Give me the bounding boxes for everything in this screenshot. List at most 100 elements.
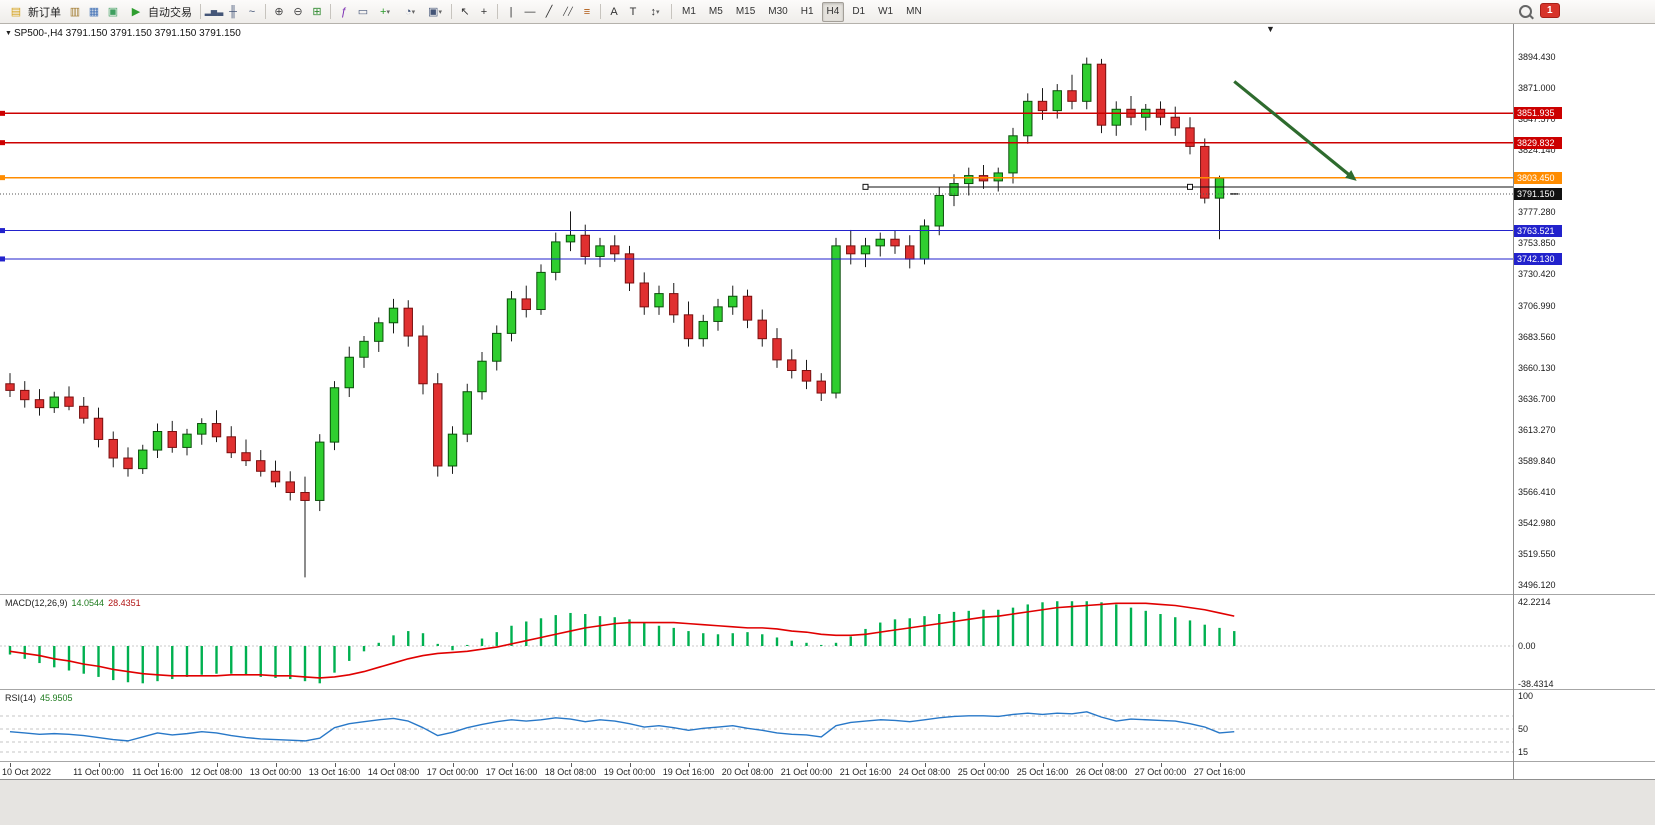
date-axis-label: 14 Oct 08:00 (367, 767, 420, 777)
channel-icon[interactable]: ╱╱ (563, 7, 573, 16)
text-label-icon[interactable]: T (629, 5, 637, 18)
new-order-button-label: 新订单 (28, 6, 61, 19)
macd-label: MACD(12,26,9) 14.0544 28.4351 (5, 598, 141, 608)
rsi-panel[interactable]: RSI(14) 45.9505 100 50 15 (0, 689, 1655, 761)
toolbar-separator (671, 4, 672, 19)
date-tick (806, 763, 808, 767)
notification-badge[interactable]: 1 (1540, 3, 1560, 18)
timeframe-button-m1[interactable]: M1 (682, 5, 696, 17)
date-tick (10, 763, 11, 767)
price-axis-label: 3566.410 (1518, 486, 1556, 497)
arrows-icon[interactable]: ↕ ▾ (650, 5, 660, 18)
date-tick (629, 763, 631, 767)
date-tick (747, 763, 749, 767)
search-icon[interactable] (1519, 5, 1532, 18)
date-tick (393, 763, 395, 767)
rsi-canvas[interactable] (0, 690, 1513, 762)
price-axis-separator (1513, 24, 1514, 779)
price-axis-label: 3519.550 (1518, 549, 1556, 560)
date-axis-label: 25 Oct 16:00 (1016, 767, 1069, 777)
symbol-dropdown-icon[interactable]: ▼ (5, 30, 12, 37)
date-tick (157, 763, 159, 767)
macd-canvas[interactable] (0, 595, 1513, 690)
date-tick (452, 763, 454, 767)
timeframe-button-h4[interactable]: H4 (821, 1, 845, 22)
main-chart-panel[interactable]: ▼ SP500-,H4 3791.150 3791.150 3791.150 37… (0, 24, 1655, 594)
crosshair-icon[interactable]: + (480, 5, 488, 18)
charts-profile-icon[interactable]: ▥ (69, 6, 81, 18)
price-axis-label: 3824.140 (1518, 145, 1556, 156)
horizontal-line-icon[interactable]: — (524, 5, 536, 18)
macd-axis-label: 0.00 (1518, 641, 1536, 651)
vertical-line-icon[interactable]: | (509, 5, 513, 18)
price-axis-label: 3777.280 (1518, 207, 1556, 218)
date-axis-label: 24 Oct 08:00 (898, 767, 951, 777)
date-axis-label: 19 Oct 16:00 (662, 767, 715, 777)
timeframe-button-h1[interactable]: H1 (800, 5, 814, 17)
indicator-window-icon[interactable]: ▭ (357, 6, 369, 18)
rsi-axis-label: 15 (1518, 747, 1529, 758)
cursor-icon[interactable]: ↖ (460, 6, 470, 18)
trendline-icon[interactable]: ╱ (545, 6, 553, 18)
date-axis-label: 18 Oct 08:00 (544, 767, 597, 777)
bar-chart-icon[interactable]: ▂▅▃ (204, 7, 224, 16)
date-tick (334, 763, 336, 767)
price-axis-label: 3706.990 (1518, 300, 1556, 311)
price-chart-canvas[interactable] (0, 24, 1513, 594)
date-tick (1101, 763, 1103, 767)
macd-panel[interactable]: MACD(12,26,9) 14.0544 28.4351 42.2214 0.00 -… (0, 594, 1655, 689)
new-order-button[interactable]: ▤ 新订单 (3, 2, 65, 22)
date-axis-label: 21 Oct 00:00 (780, 767, 833, 777)
chevron-down-icon: ▾ (655, 8, 660, 16)
indicators-icon[interactable]: ƒ (340, 5, 348, 18)
date-axis-label: 26 Oct 08:00 (1075, 767, 1128, 777)
toolbar-separator (200, 4, 201, 19)
date-axis[interactable]: 10 Oct 2022 11 Oct 00:00 11 Oct 16:00 12 Oc… (0, 761, 1655, 779)
price-axis-label: 3871.000 (1518, 83, 1556, 94)
price-axis-label: 3589.840 (1518, 455, 1556, 466)
candlestick-chart-icon[interactable]: ╫ (229, 5, 237, 18)
period-dropdown[interactable]: ◔ ▾ (404, 5, 416, 18)
fibonacci-icon[interactable]: ≡ (583, 5, 591, 18)
price-line-badge: 3851.935 (1514, 107, 1562, 120)
timeframe-button-mn[interactable]: MN (906, 5, 922, 17)
price-line-badge: 3763.521 (1514, 224, 1562, 237)
toolbar-separator (497, 4, 498, 19)
date-tick (570, 763, 572, 767)
data-window-icon[interactable]: ▣ (107, 6, 119, 18)
timeframe-button-w1[interactable]: W1 (878, 5, 894, 17)
timeframe-button-m5[interactable]: M5 (708, 5, 723, 17)
algo-trading-button-label: 自动交易 (148, 6, 192, 19)
template-dropdown[interactable]: ▣ ▾ (428, 6, 442, 18)
market-watch-icon[interactable]: ▦ (88, 6, 100, 18)
toolbar-separator (600, 4, 601, 19)
date-tick (511, 763, 513, 767)
timeframe-button-m15[interactable]: M15 (735, 5, 756, 17)
price-line-badge: 3829.832 (1514, 136, 1562, 149)
algo-trading-button[interactable]: ▶ 自动交易 (123, 2, 196, 22)
date-axis-label: 27 Oct 16:00 (1193, 767, 1246, 777)
date-tick (216, 763, 218, 767)
chart-shift-marker[interactable]: ▼ (1266, 24, 1275, 34)
price-axis-label: 3894.430 (1518, 52, 1556, 62)
bid-price-badge: 3791.150 (1514, 187, 1562, 200)
timeframe-button-d1[interactable]: D1 (852, 5, 866, 17)
algo-trading-button-icon: ▶ (131, 6, 141, 18)
chevron-down-icon: ▾ (411, 8, 416, 16)
price-line-badge: 3742.130 (1514, 252, 1562, 265)
chart-title-text: SP500-,H4 3791.150 3791.150 3791.150 379… (13, 28, 241, 39)
zoom-in-icon[interactable]: ⊕ (274, 6, 284, 18)
grid-icon[interactable]: ⊞ (312, 6, 322, 18)
date-axis-label: 17 Oct 00:00 (426, 767, 479, 777)
date-axis-label: 11 Oct 16:00 (132, 767, 183, 777)
timeframe-button-m30[interactable]: M30 (768, 5, 788, 17)
toolbar: ▤ 新订单 ▥ ▦ ▣ ▶ 自动交易 ▂▅▃ ╫ ~ ⊕ ⊖ ⊞ ƒ ▭ + ▾ ◔ ▾ ▣ ▾ ↖ + | — ╱ ╱╱ ≡ A T ↕ ▾… (0, 0, 1655, 24)
line-chart-icon[interactable]: ~ (248, 5, 256, 18)
text-icon[interactable]: A (610, 5, 618, 18)
zoom-out-icon[interactable]: ⊖ (293, 6, 303, 18)
add-indicator-dropdown[interactable]: + ▾ (380, 5, 390, 18)
date-axis-label: 19 Oct 00:00 (603, 767, 656, 777)
date-tick (1160, 763, 1162, 767)
rsi-axis-label: 100 (1518, 691, 1534, 701)
price-axis-label: 3730.420 (1518, 269, 1556, 280)
